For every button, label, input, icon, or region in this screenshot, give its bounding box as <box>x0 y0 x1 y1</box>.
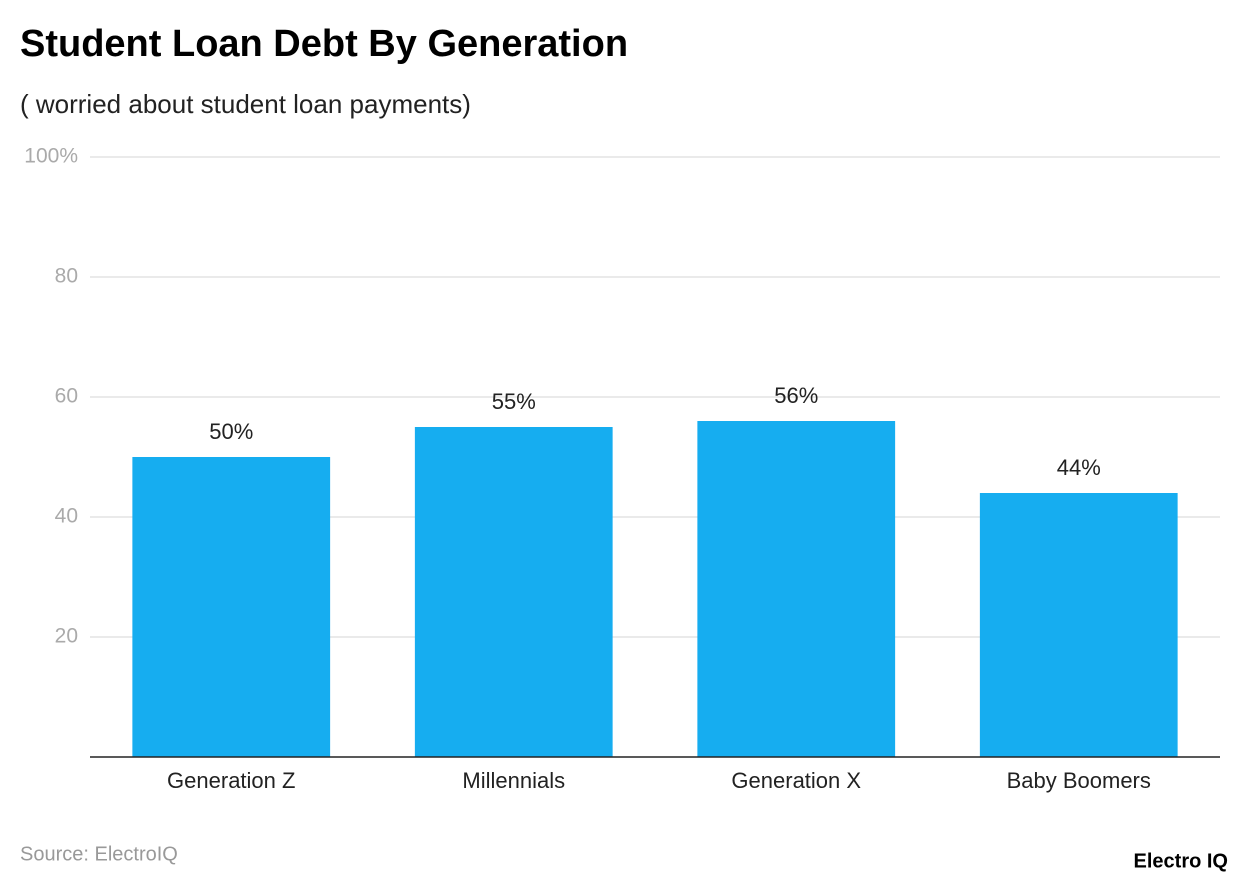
bar <box>414 427 613 757</box>
chart-subtitle: ( worried about student loan payments) <box>20 89 471 119</box>
chart-title: Student Loan Debt By Generation <box>20 23 628 65</box>
source: Source: ElectroIQ <box>20 843 178 865</box>
bar <box>132 457 331 757</box>
y-tick-label: 60 <box>55 385 78 408</box>
y-tick-label: 40 <box>55 505 78 528</box>
bar <box>697 421 896 757</box>
value-label: 56% <box>774 383 818 408</box>
value-label: 55% <box>492 389 536 414</box>
x-tick-label: Generation Z <box>167 768 295 793</box>
x-tick-label: Baby Boomers <box>1007 768 1151 793</box>
bar <box>979 493 1178 757</box>
x-tick-label: Generation X <box>731 768 861 793</box>
logo: Electro IQ <box>1134 850 1228 872</box>
y-tick-label: 20 <box>55 625 78 648</box>
y-tick-label: 100% <box>24 145 78 168</box>
value-label: 44% <box>1057 455 1101 480</box>
x-tick-label: Millennials <box>462 768 565 793</box>
value-label: 50% <box>209 419 253 444</box>
y-tick-label: 80 <box>55 265 78 288</box>
